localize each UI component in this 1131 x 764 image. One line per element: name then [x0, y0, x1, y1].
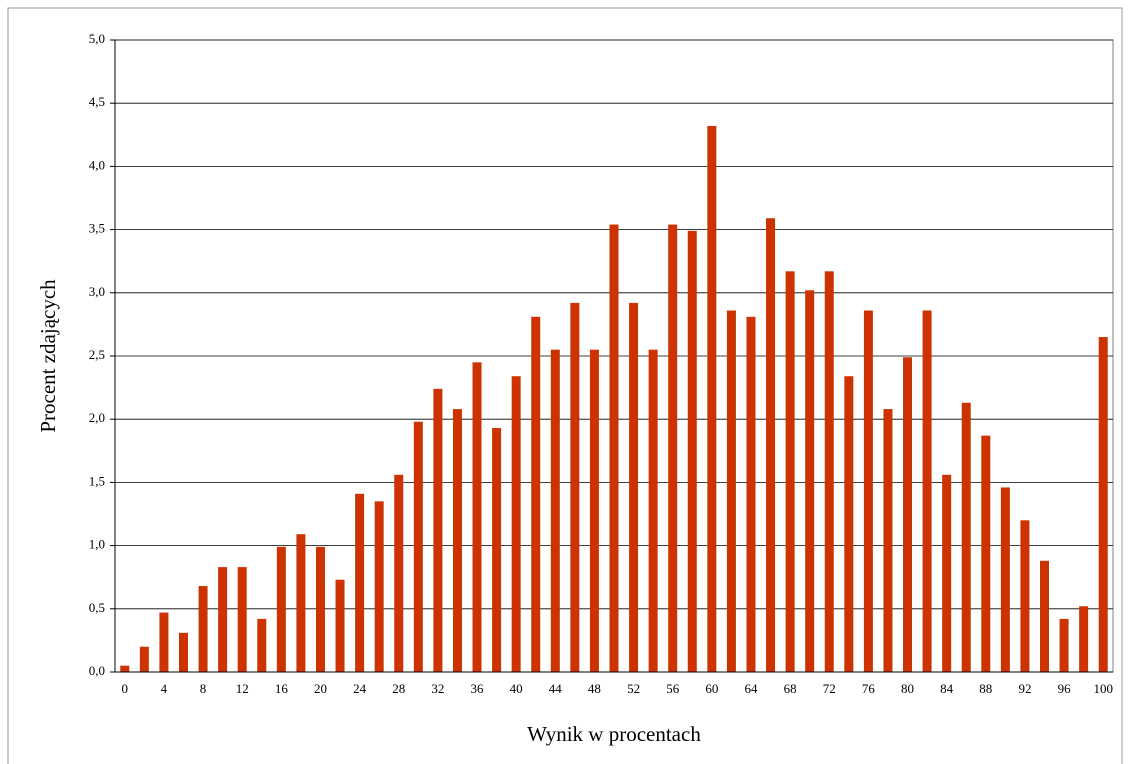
x-tick-label: 0 — [122, 681, 129, 696]
y-tick-label: 0,5 — [89, 600, 105, 615]
bar — [492, 428, 502, 672]
y-tick-label: 4,5 — [89, 94, 105, 109]
bar — [452, 409, 462, 672]
bar — [139, 646, 149, 672]
x-tick-label: 60 — [705, 681, 718, 696]
x-tick-label: 20 — [314, 681, 327, 696]
x-axis-label: Wynik w procentach — [527, 722, 701, 746]
bar — [942, 474, 952, 672]
x-tick-label: 56 — [666, 681, 680, 696]
x-tick-label: 84 — [940, 681, 954, 696]
bar — [355, 493, 365, 672]
x-tick-label: 80 — [901, 681, 914, 696]
bar — [550, 349, 560, 672]
bar — [394, 474, 404, 672]
bar — [413, 421, 423, 672]
bar — [824, 271, 834, 672]
x-tick-label: 4 — [161, 681, 168, 696]
x-tick-label: 64 — [744, 681, 758, 696]
x-tick-label: 48 — [588, 681, 601, 696]
y-tick-label: 2,0 — [89, 410, 105, 425]
x-tick-label: 12 — [236, 681, 249, 696]
bar — [1079, 606, 1089, 672]
bar — [883, 409, 893, 672]
bar — [805, 290, 815, 672]
y-tick-label: 3,0 — [89, 284, 105, 299]
y-axis-label: Procent zdających — [36, 279, 60, 433]
bar — [374, 501, 384, 672]
y-tick-label: 0,0 — [89, 663, 105, 678]
bar — [218, 567, 228, 672]
bar — [335, 579, 345, 672]
x-tick-label: 36 — [471, 681, 485, 696]
bar — [198, 586, 208, 672]
bar — [1098, 337, 1108, 672]
x-tick-label: 72 — [823, 681, 836, 696]
x-tick-label: 24 — [353, 681, 367, 696]
x-tick-label: 8 — [200, 681, 207, 696]
bar — [726, 310, 736, 672]
y-tick-label: 1,0 — [89, 537, 105, 552]
x-tick-label: 16 — [275, 681, 289, 696]
bar — [159, 612, 169, 672]
bar — [629, 302, 639, 672]
x-tick-label: 44 — [549, 681, 563, 696]
y-tick-label: 2,5 — [89, 347, 105, 362]
bar — [1040, 560, 1050, 672]
x-tick-label: 92 — [1018, 681, 1031, 696]
bar — [609, 224, 619, 672]
bar — [296, 534, 306, 672]
bar — [707, 125, 717, 672]
bar — [511, 376, 521, 672]
bar — [178, 632, 188, 672]
bar — [276, 546, 286, 672]
x-tick-label: 96 — [1058, 681, 1072, 696]
bar — [903, 357, 913, 672]
bar — [922, 310, 932, 672]
bar — [863, 310, 873, 672]
x-tick-label: 68 — [784, 681, 797, 696]
x-tick-label: 32 — [431, 681, 444, 696]
bar — [844, 376, 854, 672]
bar — [746, 316, 756, 672]
x-tick-label: 76 — [862, 681, 876, 696]
y-tick-label: 4,0 — [89, 157, 105, 172]
y-tick-label: 1,5 — [89, 473, 105, 488]
bar — [237, 567, 247, 672]
bar — [981, 435, 991, 672]
x-tick-label: 88 — [979, 681, 992, 696]
y-tick-label: 5,0 — [89, 31, 105, 46]
bar — [1059, 618, 1069, 672]
bar — [589, 349, 599, 672]
bar — [766, 218, 776, 672]
x-tick-label: 28 — [392, 681, 405, 696]
bar — [961, 402, 971, 672]
bar — [668, 224, 678, 672]
bar — [1000, 487, 1010, 672]
bar — [433, 388, 443, 672]
bar — [1020, 520, 1030, 672]
x-tick-label: 40 — [510, 681, 523, 696]
bar — [648, 349, 658, 672]
bar — [120, 665, 130, 672]
bar — [472, 362, 482, 672]
frame — [7, 7, 1123, 764]
bar — [687, 230, 697, 672]
bar — [531, 316, 541, 672]
bar — [785, 271, 795, 672]
x-tick-label: 100 — [1093, 681, 1113, 696]
bar — [257, 618, 267, 672]
bar — [570, 302, 580, 672]
x-tick-label: 52 — [627, 681, 640, 696]
y-tick-label: 3,5 — [89, 221, 105, 236]
bar — [315, 546, 325, 672]
